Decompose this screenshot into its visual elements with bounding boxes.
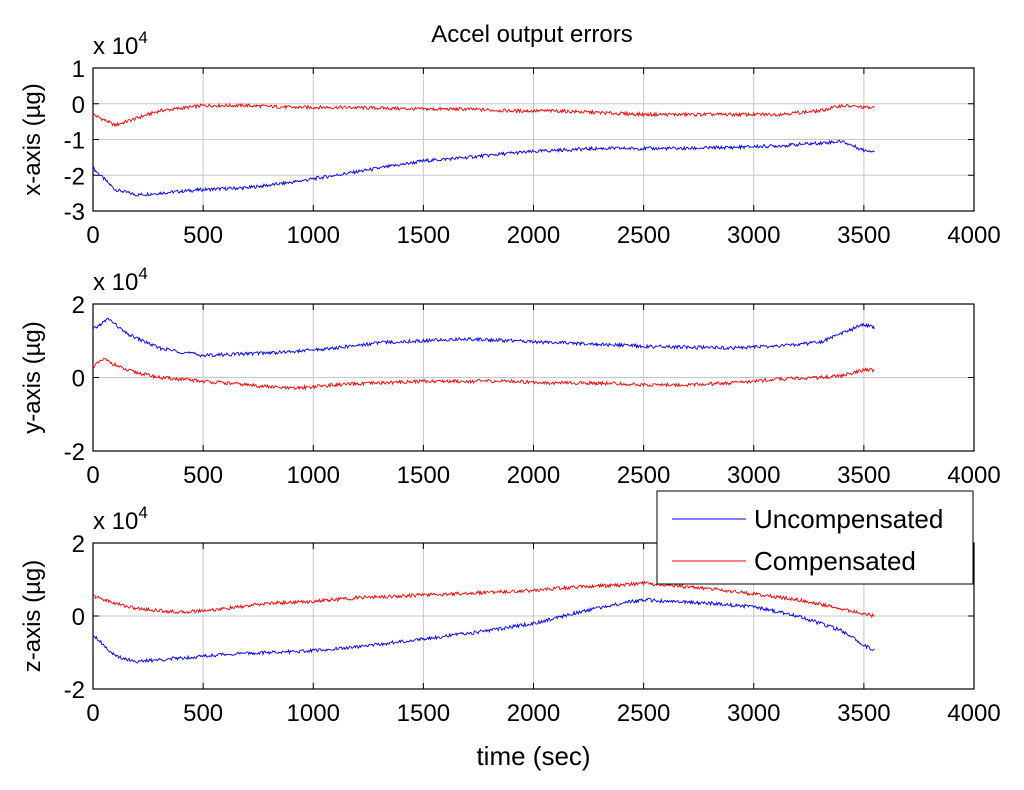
series-line-uncompensated [92,597,875,664]
series-line-compensated [92,102,875,128]
x-tick-label: 500 [183,462,223,489]
x-tick-label: 1000 [287,462,340,489]
x-tick-label: 3500 [837,222,890,249]
axes-box [92,67,975,212]
multiplier-base: x 10 [93,33,138,60]
y-tick-label: 2 [72,531,85,558]
y-tick-label: 0 [72,604,85,631]
x-tick-label: 3000 [727,462,780,489]
x-tick-label: 0 [86,222,99,249]
axis-multiplier: x 104 [93,28,148,60]
legend: Uncompensated Compensated [656,490,974,585]
x-tick-label: 500 [183,222,223,249]
series-line-uncompensated [92,139,875,197]
legend-box [656,490,974,585]
series-line-compensated [93,580,875,619]
axis-multiplier: x 104 [93,503,148,535]
x-tick-label: 1500 [397,462,450,489]
axis-multiplier: x 104 [93,264,148,296]
y-tick-label: -3 [64,199,85,226]
y-axis-label: x-axis (µg) [19,83,46,196]
subplot-x: 0 500 1000 1500 2000 2500 3000 3500 4000 -3 -2 -1 0 1… [19,28,1001,249]
x-tick-label: 1000 [287,700,340,727]
legend-label-uncompensated: Uncompensated [754,504,943,534]
y-axis-label: y-axis (µg) [19,321,46,434]
x-tick-label: 4000 [947,700,1000,727]
x-tick-label: 1500 [397,700,450,727]
x-tick-label: 3000 [727,222,780,249]
x-tick-label: 0 [86,462,99,489]
x-tick-label: 4000 [947,222,1000,249]
y-tick-label: 0 [72,92,85,119]
y-axis-label: z-axis (µg) [19,560,46,673]
x-tick-label: 500 [183,700,223,727]
x-tick-label: 1000 [287,222,340,249]
multiplier-exponent: 4 [138,28,147,47]
axes-box [92,542,975,690]
y-tick-label: -2 [64,439,85,466]
x-axis-label: time (sec) [476,741,590,771]
x-tick-label: 2500 [617,462,670,489]
x-tick-label: 2000 [507,462,560,489]
multiplier-exponent: 4 [138,264,147,283]
x-tick-label: 2500 [617,222,670,249]
multiplier-base: x 10 [93,269,138,296]
legend-label-compensated: Compensated [754,546,916,576]
subplots: 0 500 1000 1500 2000 2500 3000 3500 4000-3-2-101… [19,28,1001,771]
y-tick-label: -1 [64,128,85,155]
x-tick-label: 2000 [507,700,560,727]
x-tick-label: 1500 [397,222,450,249]
x-tick-label: 3000 [727,700,780,727]
y-tick-label: 0 [72,366,85,393]
multiplier-exponent: 4 [138,503,147,522]
x-tick-label: 2500 [617,700,670,727]
x-tick-label: 3500 [837,462,890,489]
series-line-uncompensated [92,317,875,358]
y-tick-label: -2 [64,163,85,190]
y-tick-label: -2 [64,677,85,704]
x-tick-label: 0 [86,700,99,727]
series-line-compensated [92,357,875,391]
y-tick-label: 1 [72,56,85,83]
axes-box [92,303,975,452]
x-tick-label: 4000 [947,462,1000,489]
chart-title: Accel output errors [431,21,632,48]
x-tick-label: 3500 [837,700,890,727]
y-tick-label: 2 [72,292,85,319]
x-tick-label: 2000 [507,222,560,249]
multiplier-base: x 10 [93,508,138,535]
